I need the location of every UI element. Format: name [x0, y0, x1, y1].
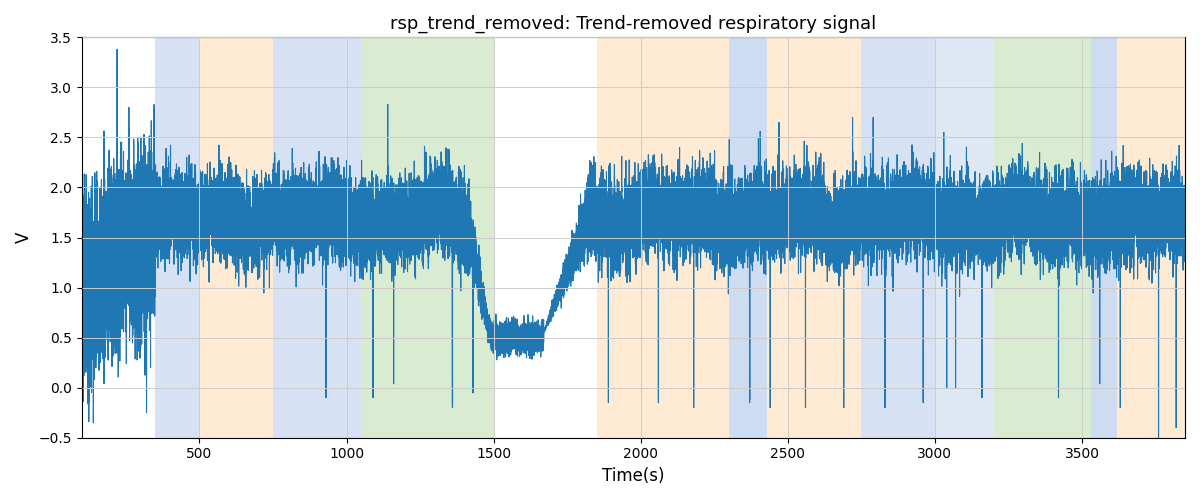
- Title: rsp_trend_removed: Trend-removed respiratory signal: rsp_trend_removed: Trend-removed respira…: [390, 15, 876, 34]
- Bar: [862, 38, 935, 438]
- Bar: [1091, 38, 1117, 438]
- Bar: [994, 38, 1091, 438]
- Bar: [730, 38, 767, 438]
- Bar: [1117, 38, 1186, 438]
- X-axis label: Time(s): Time(s): [602, 467, 665, 485]
- Bar: [361, 38, 493, 438]
- Bar: [935, 38, 994, 438]
- Bar: [155, 38, 199, 438]
- Bar: [596, 38, 730, 438]
- Bar: [274, 38, 361, 438]
- Bar: [199, 38, 274, 438]
- Bar: [767, 38, 862, 438]
- Y-axis label: V: V: [14, 232, 34, 243]
